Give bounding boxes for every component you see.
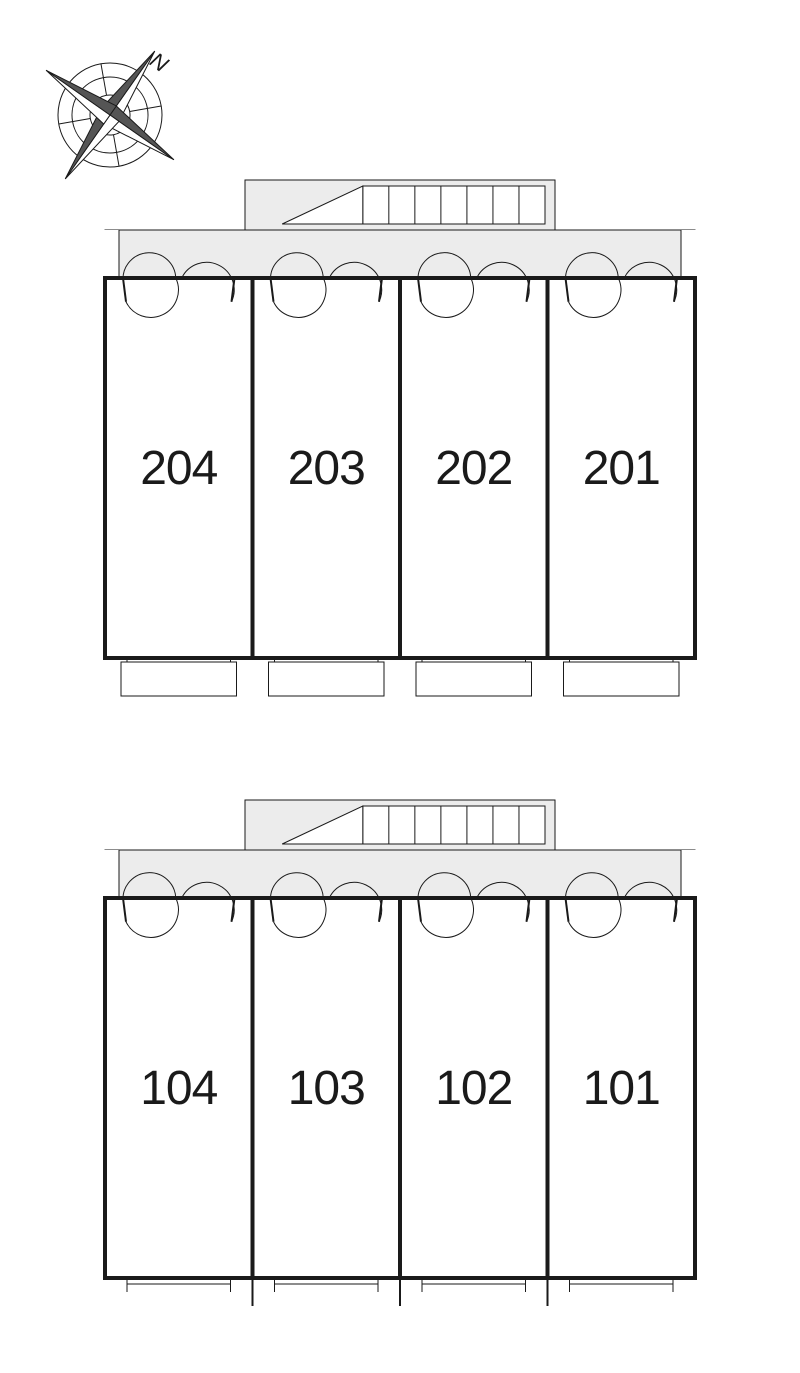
unit-label: 101 bbox=[583, 1062, 660, 1115]
balcony bbox=[564, 662, 680, 696]
unit-label: 204 bbox=[140, 442, 217, 495]
unit-label: 102 bbox=[435, 1062, 512, 1115]
corridor bbox=[105, 850, 695, 898]
unit-label: 104 bbox=[140, 1062, 217, 1115]
balcony bbox=[416, 662, 532, 696]
balcony bbox=[121, 662, 237, 696]
balcony bbox=[269, 662, 385, 696]
unit-label: 202 bbox=[435, 442, 512, 495]
compass-rose: N bbox=[1, 1, 222, 223]
unit-label: 201 bbox=[583, 442, 660, 495]
unit-label: 203 bbox=[288, 442, 365, 495]
compass-n-label: N bbox=[146, 47, 173, 77]
unit-label: 103 bbox=[288, 1062, 365, 1115]
corridor bbox=[105, 230, 695, 278]
floor-2: 204 203 202 201 bbox=[105, 180, 696, 696]
floor-1: 104 103 102 101 bbox=[105, 800, 696, 1306]
